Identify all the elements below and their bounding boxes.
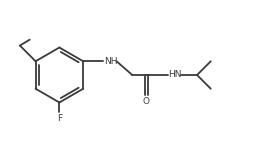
Text: F: F [57,114,62,123]
Text: HN: HN [169,70,182,80]
Text: O: O [143,97,149,106]
Text: NH: NH [104,57,117,66]
